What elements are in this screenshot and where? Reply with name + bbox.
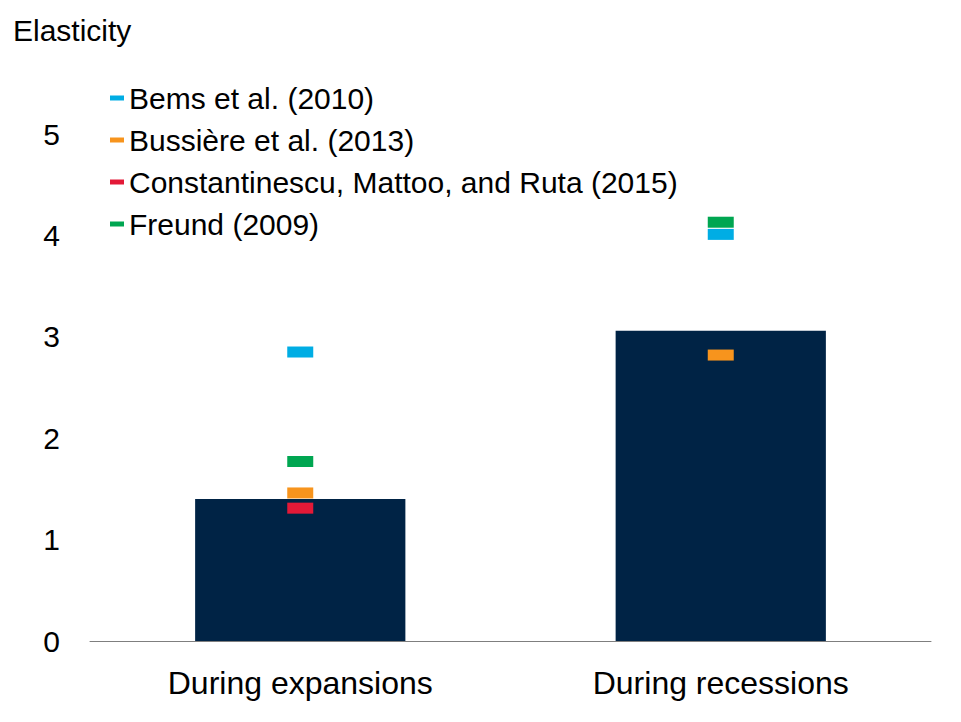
svg-text:Bems et al. (2010): Bems et al. (2010)	[129, 82, 374, 115]
svg-text:4: 4	[43, 219, 60, 252]
svg-text:Bussière et al. (2013): Bussière et al. (2013)	[129, 124, 414, 157]
svg-text:2: 2	[43, 422, 60, 455]
svg-text:During expansions: During expansions	[168, 665, 433, 701]
svg-text:During recessions: During recessions	[593, 665, 849, 701]
svg-text:Freund (2009): Freund (2009)	[129, 208, 319, 241]
svg-text:Constantinescu, Mattoo, and Ru: Constantinescu, Mattoo, and Ruta (2015)	[129, 166, 678, 199]
svg-text:5: 5	[43, 118, 60, 151]
svg-text:0: 0	[43, 625, 60, 658]
svg-text:3: 3	[43, 320, 60, 353]
svg-text:1: 1	[43, 523, 60, 556]
svg-text:Elasticity: Elasticity	[13, 14, 131, 47]
